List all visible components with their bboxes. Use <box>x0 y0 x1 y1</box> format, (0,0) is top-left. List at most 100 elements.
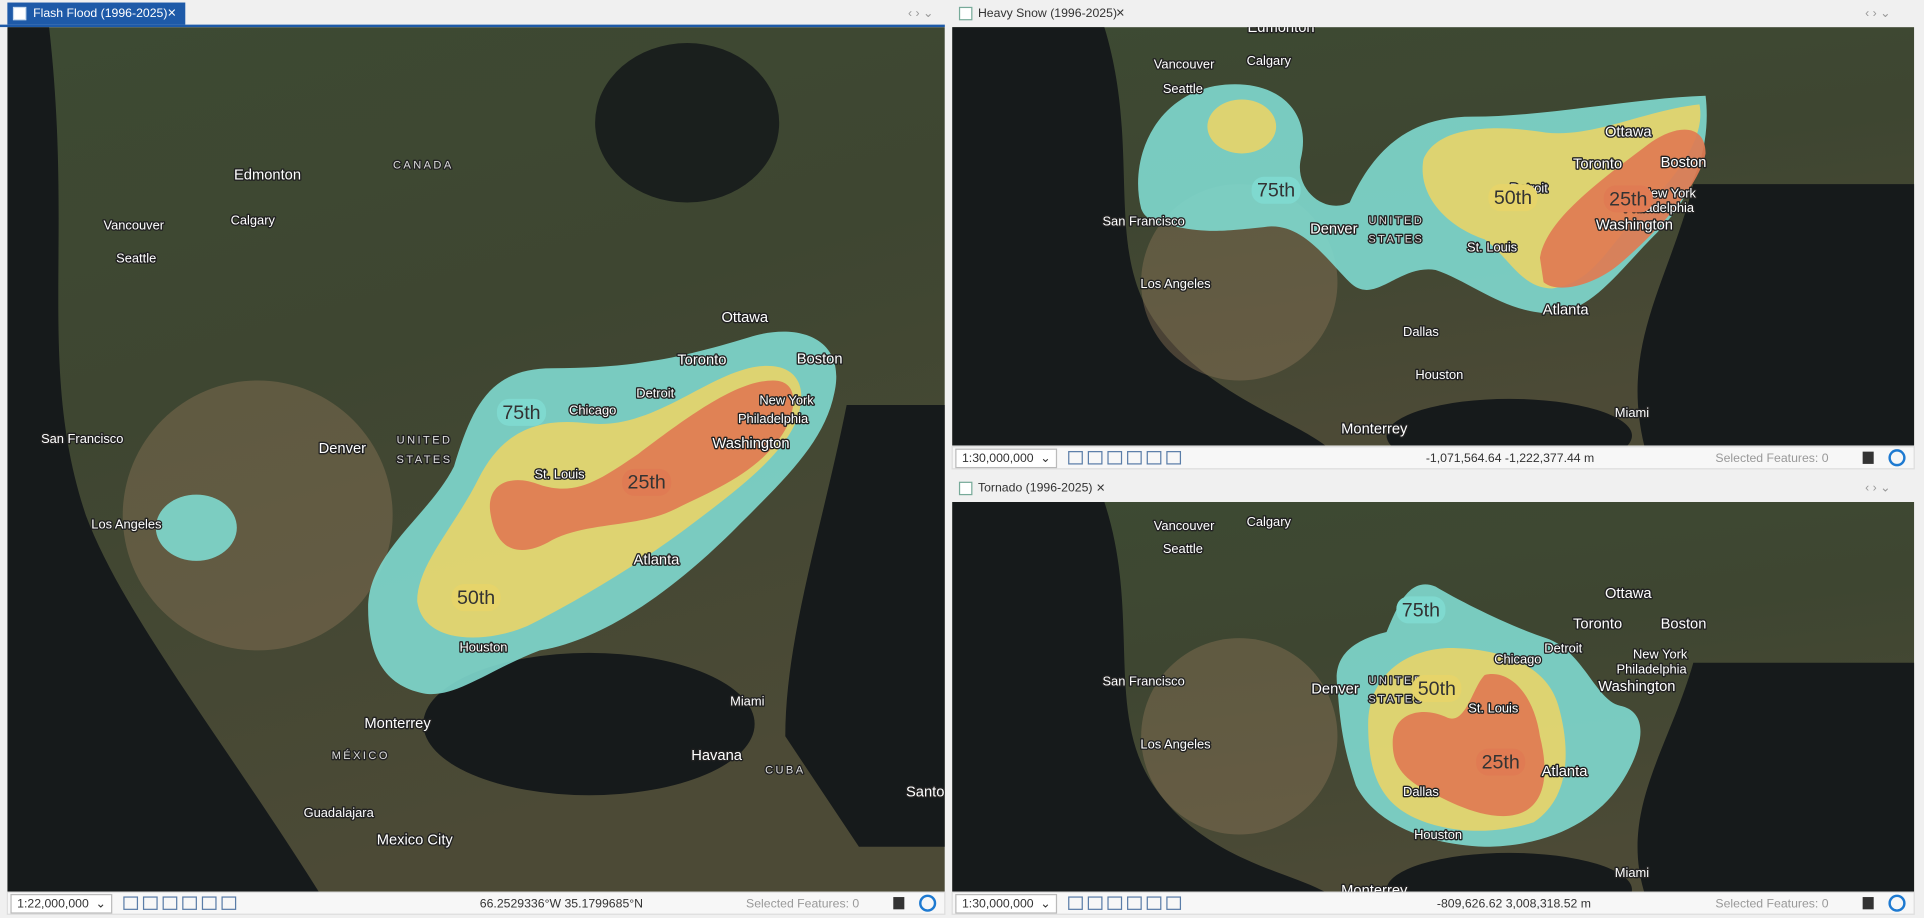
scale-box[interactable] <box>955 448 1058 469</box>
tool-icon[interactable] <box>123 896 139 910</box>
contour-label-bg <box>622 468 672 496</box>
contour-label-bg <box>1476 748 1526 776</box>
place-label: Seattle <box>1163 81 1203 96</box>
dropdown-arrow: ⌄ <box>1040 897 1050 911</box>
place-label: New York <box>1642 185 1697 200</box>
tab-close[interactable]: × <box>167 5 176 21</box>
contour-label-bg <box>451 584 501 612</box>
place-label: Santo <box>906 785 944 801</box>
tool-icon[interactable] <box>1107 451 1123 465</box>
scale[interactable]: 1:30,000,000 <box>962 897 1034 911</box>
tab-underline <box>0 24 945 28</box>
place-label: Philadelphia <box>1617 661 1688 676</box>
tool-icon[interactable] <box>201 896 217 910</box>
place-label: UNITED <box>1368 215 1424 227</box>
tab-close[interactable]: × <box>1116 5 1125 21</box>
place-label: Atlanta <box>1542 764 1589 780</box>
refresh-button[interactable] <box>1888 449 1906 467</box>
tab[interactable] <box>952 2 1134 25</box>
place-label: UNITED <box>1368 675 1424 687</box>
place-label: Houston <box>459 639 507 654</box>
gulf <box>1386 398 1632 446</box>
place-label: Los Angeles <box>91 517 161 532</box>
labels: Edmonton Vancouver Calgary Seattle Ottawa Tor… <box>1101 27 1708 439</box>
tab-close[interactable]: × <box>1096 480 1105 496</box>
tool-icon[interactable] <box>1107 896 1123 910</box>
status-bar <box>6 891 946 915</box>
place-label: Dallas <box>1403 784 1439 799</box>
tool-icon[interactable] <box>1087 451 1103 465</box>
place-label: Monterrey <box>1341 883 1408 899</box>
pause-button[interactable] <box>1862 897 1874 910</box>
place-label: Havana <box>691 748 743 764</box>
contour-25 <box>489 380 794 551</box>
tab-nav[interactable]: ‹ › ⌄ <box>1865 481 1890 495</box>
place-label: Seattle <box>116 250 156 265</box>
place-label: Calgary <box>1247 53 1292 68</box>
status-bar <box>951 891 1915 915</box>
map-heavy-snow: Edmonton Vancouver Calgary Seattle Ottawa Tor… <box>952 27 1915 446</box>
tab-nav[interactable]: ‹ › ⌄ <box>908 6 933 20</box>
labels: CANADA Edmonton Vancouver Calgary Seattle Ott… <box>40 158 945 850</box>
active-tab[interactable] <box>7 2 186 25</box>
contour-label: 25th <box>1482 751 1520 773</box>
place-label: Washington <box>1596 218 1673 234</box>
tab-title: Flash Flood (1996-2025) <box>33 6 167 20</box>
place-label: STATES <box>397 454 453 466</box>
coordinates: -809,626.62 3,008,318.52 m <box>1437 897 1591 911</box>
place-label: Denver <box>1310 221 1358 237</box>
pause-button[interactable] <box>893 897 905 910</box>
contour-50 <box>1207 99 1277 154</box>
place-label: Edmonton <box>234 167 301 183</box>
tool-icon[interactable] <box>1087 896 1103 910</box>
place-label: St. Louis <box>534 466 584 481</box>
place-label: Boston <box>797 352 843 368</box>
place-label: San Francisco <box>41 431 123 446</box>
place-label: CUBA <box>765 765 805 777</box>
tool-icon[interactable] <box>1146 896 1162 910</box>
tab-nav[interactable]: ‹ › ⌄ <box>1865 6 1890 20</box>
contour-label-bg <box>1488 184 1538 212</box>
place-label: Toronto <box>1573 617 1622 633</box>
place-label: Denver <box>319 441 367 457</box>
pause-button[interactable] <box>1862 451 1874 464</box>
gulf <box>1386 852 1632 893</box>
scale[interactable]: 1:22,000,000 <box>17 897 89 911</box>
place-label: Dallas <box>1403 324 1439 339</box>
scale-box[interactable] <box>955 893 1058 914</box>
tool-icon[interactable] <box>1068 451 1083 465</box>
refresh-button[interactable] <box>919 894 937 912</box>
scale[interactable]: 1:30,000,000 <box>962 451 1034 465</box>
tool-icon[interactable] <box>221 896 237 910</box>
dropdown-arrow: ⌄ <box>95 897 105 911</box>
contour-label-bg <box>1251 176 1301 204</box>
selected-features: Selected Features: 0 <box>1715 897 1828 911</box>
refresh-button[interactable] <box>1888 894 1906 912</box>
tool-icon[interactable] <box>1146 451 1162 465</box>
scale-box[interactable] <box>10 893 113 914</box>
place-label: Miami <box>1615 865 1649 880</box>
tool-icon[interactable] <box>1166 451 1182 465</box>
tool-icon[interactable] <box>182 896 197 910</box>
contour-25 <box>1392 674 1545 817</box>
contour-label-bg <box>1412 674 1462 702</box>
tool-icon[interactable] <box>162 896 178 910</box>
tool-icon[interactable] <box>1166 896 1182 910</box>
tab-title: Heavy Snow (1996-2025) <box>978 6 1117 20</box>
place-label: Los Angeles <box>1140 736 1210 751</box>
tool-icon[interactable] <box>1127 896 1142 910</box>
tool-icon[interactable] <box>1068 896 1083 910</box>
contour-label: 75th <box>502 402 540 424</box>
contour-label-bg <box>496 398 547 426</box>
contour-label-bg <box>1603 185 1653 213</box>
place-label: Calgary <box>1247 514 1292 529</box>
contour-label: 75th <box>1402 599 1440 621</box>
tool-icon[interactable] <box>1127 451 1142 465</box>
tab-icon <box>958 481 973 496</box>
place-label: MÉXICO <box>332 749 390 762</box>
place-label: Washington <box>1598 679 1675 695</box>
place-label: CANADA <box>393 160 454 172</box>
tool-icon[interactable] <box>142 896 158 910</box>
